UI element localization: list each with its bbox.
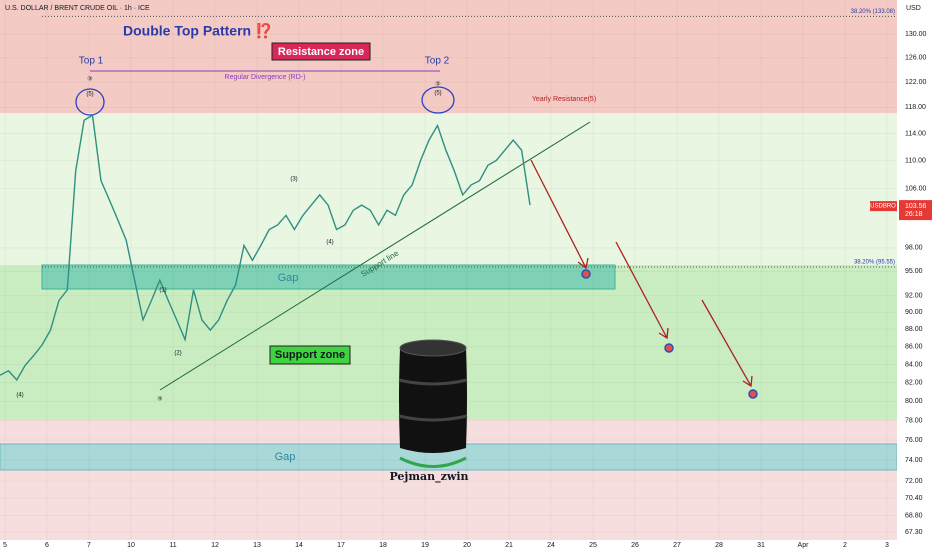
y-tick-label: 95.00 (905, 268, 923, 275)
x-tick-label: 6 (45, 542, 49, 549)
label-box (271, 42, 371, 61)
arrow (701, 299, 753, 388)
support-line (159, 121, 591, 391)
y-tick-label: 106.00 (905, 185, 927, 192)
y-tick-label: 118.00 (905, 104, 926, 111)
y-tick-label: 90.00 (905, 309, 923, 316)
price-line (0, 113, 531, 382)
target (748, 389, 758, 399)
label-box (269, 345, 351, 365)
wave-label: ⑤ (435, 81, 440, 88)
target (581, 269, 591, 279)
oil-barrel (398, 339, 468, 468)
zone-label: Resistance zone (278, 46, 364, 58)
zone-label: Support zone (275, 349, 345, 361)
barrel-ring (398, 378, 468, 422)
barrel-top (399, 339, 467, 357)
x-tick-label: 12 (211, 542, 219, 549)
y-tick-label: 82.00 (905, 380, 923, 387)
top-circle (421, 86, 455, 114)
target (664, 343, 674, 353)
x-tick-label: 13 (253, 542, 261, 549)
y-tick-label: 70.40 (905, 495, 923, 502)
ticker-tag (870, 201, 897, 212)
x-tick-label: 5 (3, 542, 7, 549)
y-tick-label: 84.00 (905, 361, 923, 368)
x-tick-label: 3 (885, 542, 889, 549)
x-tick-label: 7 (87, 542, 91, 549)
x-tick-label: 25 (589, 542, 597, 549)
wave-label: ④ (157, 396, 162, 403)
price-axis (897, 0, 932, 550)
targets (581, 269, 758, 399)
arrows (530, 159, 753, 388)
wave-label: (4) (16, 393, 23, 399)
y-tick-label: 86.00 (905, 343, 923, 350)
yearly-label: Yearly Resistance(5) (532, 96, 596, 103)
price-tag (899, 200, 932, 221)
x-tick-label: 2 (843, 542, 847, 549)
wave-label: (3) (290, 177, 297, 183)
y-tick-label: 67.30 (905, 529, 923, 536)
last-price: 103.56 (905, 203, 927, 210)
underline (399, 456, 467, 468)
y-tick-label: 76.00 (905, 437, 923, 444)
y-tick-label: 98.00 (905, 245, 923, 252)
x-tick-label: 10 (127, 542, 135, 549)
grid (4, 0, 888, 540)
fib-label: 38.20% (95.55) (854, 260, 895, 266)
x-tick-label: 31 (757, 542, 765, 549)
symbol: U.S. DOLLAR / BRENT CRUDE OIL · 1h · ICE (5, 5, 150, 12)
wave-label: (4) (326, 240, 333, 246)
x-tick-label: 17 (337, 542, 345, 549)
x-tick-label: 24 (547, 542, 555, 549)
y-tick-label: 78.00 (905, 417, 923, 424)
top-label: Top 2 (425, 56, 450, 67)
y-tick-label: 88.00 (905, 326, 923, 333)
currency: USD (906, 5, 921, 12)
wave-label: (5) (86, 92, 93, 98)
top-label: Top 1 (79, 56, 104, 67)
y-tick-label: 80.00 (905, 398, 923, 405)
y-tick-label: 130.00 (905, 31, 927, 38)
ticker: USDBRO (870, 204, 896, 210)
x-tick-label: 26 (631, 542, 639, 549)
x-tick-label: 11 (169, 542, 176, 549)
wave-label: (2) (174, 351, 181, 357)
barrel-body (399, 348, 467, 453)
top-circle (75, 88, 105, 116)
neutral-band (0, 113, 897, 265)
y-tick-label: 122.00 (905, 79, 927, 86)
arrow (530, 159, 589, 270)
chart-title: Double Top Pattern ⁉️ (123, 23, 272, 40)
y-tick-label: 126.00 (905, 55, 927, 62)
x-tick-label: 28 (715, 542, 723, 549)
wave-label: ③ (87, 76, 92, 83)
x-tick-label: 20 (463, 542, 471, 549)
divergence-label: Regular Divergence (RD-) (225, 74, 306, 81)
y-tick-label: 110.00 (905, 157, 926, 164)
gap-label: Gap (275, 451, 296, 463)
wave-label: (5) (434, 91, 441, 97)
author: Pejman_zwin (389, 470, 468, 484)
x-tick-label: 21 (505, 542, 513, 549)
x-tick-label: 27 (673, 542, 681, 549)
countdown: 26:18 (905, 211, 923, 218)
gap-label: Gap (278, 272, 299, 284)
wave-label: (1) (159, 288, 166, 294)
arrow (615, 241, 669, 340)
x-tick-label: 19 (421, 542, 429, 549)
y-tick-label: 72.00 (905, 478, 923, 485)
x-tick-label: 14 (295, 542, 303, 549)
x-tick-label: Apr (798, 542, 810, 549)
x-tick-label: 18 (379, 542, 387, 549)
y-tick-label: 74.00 (905, 457, 923, 464)
y-tick-label: 114.00 (905, 130, 926, 137)
time-axis (0, 540, 897, 550)
resistance-band (0, 0, 897, 113)
fib-label: 38.20% (133.08) (851, 9, 895, 15)
y-tick-label: 68.80 (905, 512, 923, 519)
y-tick-label: 92.00 (905, 292, 923, 299)
